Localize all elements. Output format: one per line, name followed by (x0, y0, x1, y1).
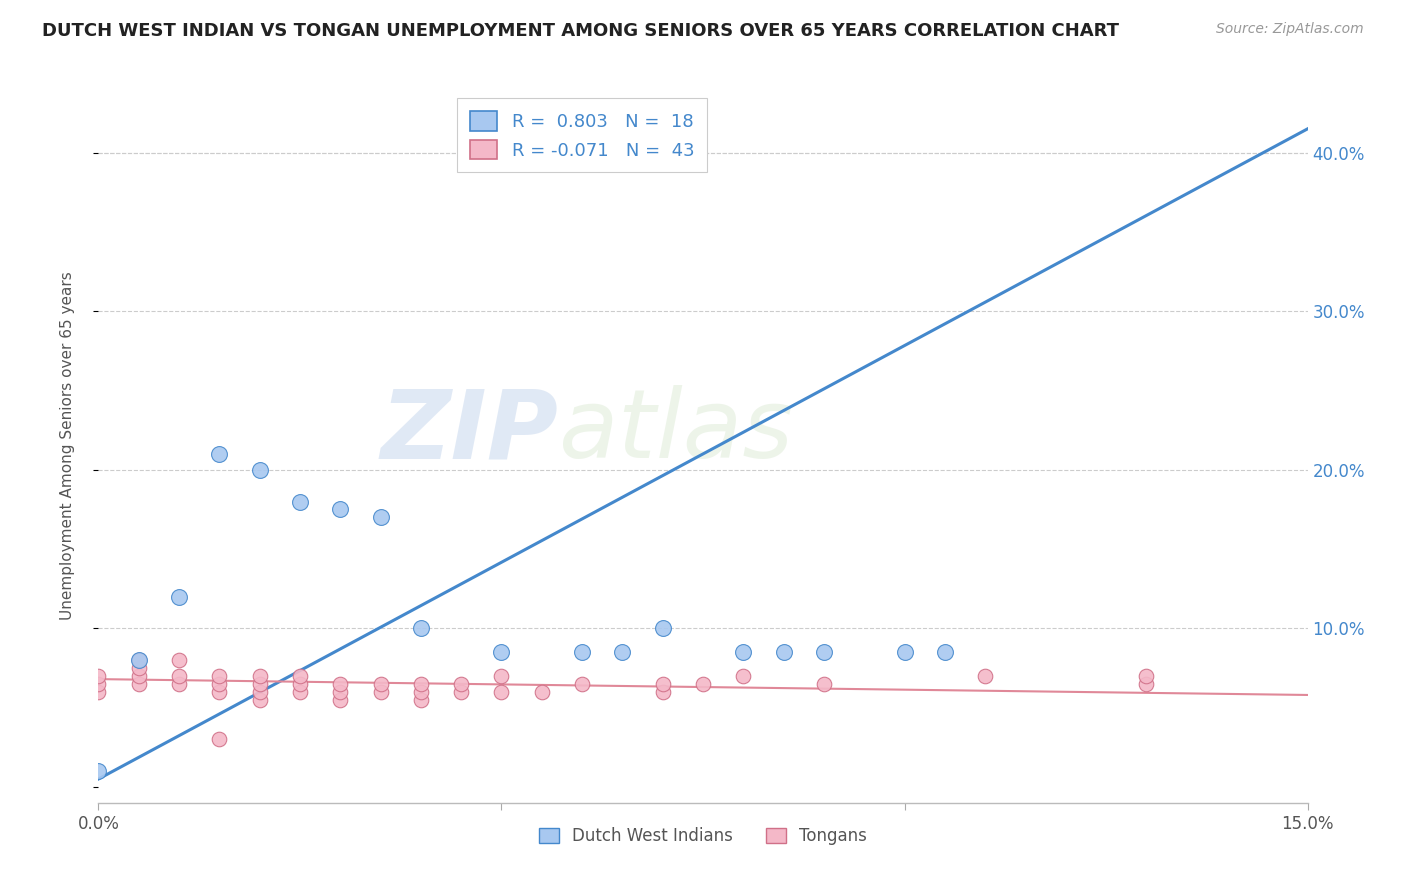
Point (612, 645, 634, 659)
Point (370, 685, 392, 699)
Point (409, 677, 432, 691)
Point (772, 645, 794, 659)
Point (329, 692, 352, 706)
Point (249, 685, 271, 699)
Point (571, 645, 593, 659)
Point (1135, 669, 1157, 683)
Point (1135, 677, 1157, 691)
Point (733, 669, 755, 683)
Point (167, 653, 190, 667)
Point (128, 669, 150, 683)
Point (288, 685, 311, 699)
Legend: Dutch West Indians, Tongans: Dutch West Indians, Tongans (531, 821, 875, 852)
Point (87, 669, 110, 683)
Text: Source: ZipAtlas.com: Source: ZipAtlas.com (1216, 22, 1364, 37)
Point (409, 621, 432, 635)
Point (87, 764, 110, 778)
Point (208, 669, 231, 683)
Point (87, 685, 110, 699)
Point (491, 645, 513, 659)
Point (128, 653, 150, 667)
Point (370, 510, 392, 524)
Text: DUTCH WEST INDIAN VS TONGAN UNEMPLOYMENT AMONG SENIORS OVER 65 YEARS CORRELATION: DUTCH WEST INDIAN VS TONGAN UNEMPLOYMENT… (42, 22, 1119, 40)
Point (249, 463, 271, 477)
Point (733, 645, 755, 659)
Point (249, 677, 271, 691)
Text: ZIP: ZIP (380, 385, 558, 478)
Point (87, 677, 110, 691)
Point (571, 677, 593, 691)
Point (893, 645, 915, 659)
Point (329, 502, 352, 516)
Point (651, 685, 673, 699)
Point (208, 732, 231, 747)
Point (329, 685, 352, 699)
Point (974, 669, 997, 683)
Point (409, 685, 432, 699)
Y-axis label: Unemployment Among Seniors over 65 years: Unemployment Among Seniors over 65 years (60, 272, 75, 620)
Point (128, 661, 150, 675)
Point (288, 494, 311, 508)
Point (450, 685, 472, 699)
Point (813, 677, 835, 691)
Point (288, 669, 311, 683)
Point (167, 677, 190, 691)
Point (167, 590, 190, 604)
Point (813, 645, 835, 659)
Point (692, 677, 714, 691)
Point (450, 677, 472, 691)
Point (249, 669, 271, 683)
Point (530, 685, 553, 699)
Point (208, 685, 231, 699)
Point (208, 677, 231, 691)
Point (329, 677, 352, 691)
Point (651, 677, 673, 691)
Point (167, 669, 190, 683)
Point (409, 692, 432, 706)
Point (208, 447, 231, 461)
Point (128, 677, 150, 691)
Point (249, 692, 271, 706)
Point (288, 677, 311, 691)
Point (491, 685, 513, 699)
Point (651, 621, 673, 635)
Point (934, 645, 956, 659)
Point (370, 677, 392, 691)
Point (491, 669, 513, 683)
Point (128, 653, 150, 667)
Text: atlas: atlas (558, 385, 793, 478)
